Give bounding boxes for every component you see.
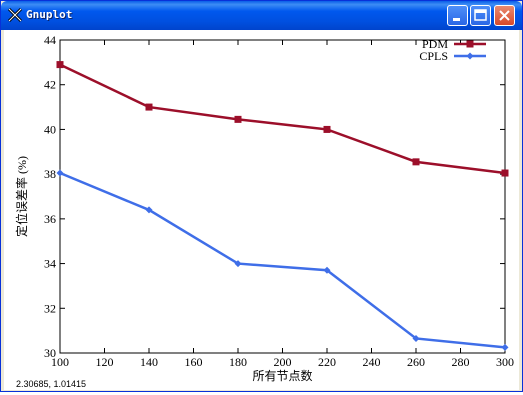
y-tick-label: 34 <box>44 257 56 271</box>
data-point-pdm <box>146 104 153 111</box>
legend-label-cpls: CPLS <box>419 49 448 63</box>
x-tick-label: 160 <box>185 355 203 369</box>
x-tick-label: 260 <box>407 355 425 369</box>
x-tick-label: 140 <box>140 355 158 369</box>
legend-marker-cpls <box>467 53 474 60</box>
minimize-button[interactable] <box>447 5 468 26</box>
y-axis-label: 定位误差率 (%) <box>14 156 29 237</box>
y-tick-label: 44 <box>44 33 56 47</box>
data-point-cpls <box>57 170 64 177</box>
data-point-pdm <box>413 158 420 165</box>
x-tick-label: 240 <box>363 355 381 369</box>
data-point-pdm <box>502 170 509 177</box>
x-tick-label: 200 <box>274 355 292 369</box>
y-tick-label: 32 <box>44 301 56 315</box>
x-tick-label: 220 <box>318 355 336 369</box>
x-tick-label: 300 <box>496 355 514 369</box>
title-bar[interactable]: Gnuplot <box>1 1 522 30</box>
maximize-icon <box>471 6 490 25</box>
y-tick-label: 30 <box>44 346 56 360</box>
x-tick-label: 180 <box>229 355 247 369</box>
y-tick-label: 38 <box>44 167 56 181</box>
series-line-cpls <box>60 173 505 347</box>
plot-frame <box>60 40 505 353</box>
data-point-pdm <box>57 61 64 68</box>
maximize-button[interactable] <box>470 5 491 26</box>
legend-marker-pdm <box>467 41 474 48</box>
x-tick-label: 120 <box>96 355 114 369</box>
data-point-pdm <box>235 116 242 123</box>
coordinate-readout: 2.30685, 1.01415 <box>16 379 86 389</box>
close-icon <box>495 6 514 25</box>
gnuplot-app-icon <box>7 7 23 23</box>
y-tick-label: 36 <box>44 212 56 226</box>
y-tick-label: 40 <box>44 122 56 136</box>
minimize-icon <box>448 6 467 25</box>
plot-area[interactable]: 100 120 140 160 180 200 220 240 260 280 300 30 32 34 3… <box>4 30 519 390</box>
y-tick-label: 42 <box>44 78 56 92</box>
data-point-cpls <box>502 344 509 351</box>
window-title: Gnuplot <box>26 8 72 21</box>
close-button[interactable] <box>494 5 515 26</box>
x-tick-label: 280 <box>452 355 470 369</box>
series-line-pdm <box>60 65 505 173</box>
x-axis-label: 所有节点数 <box>252 368 312 383</box>
line-chart: 100 120 140 160 180 200 220 240 260 280 3003032343… <box>4 30 519 390</box>
data-point-pdm <box>324 126 331 133</box>
